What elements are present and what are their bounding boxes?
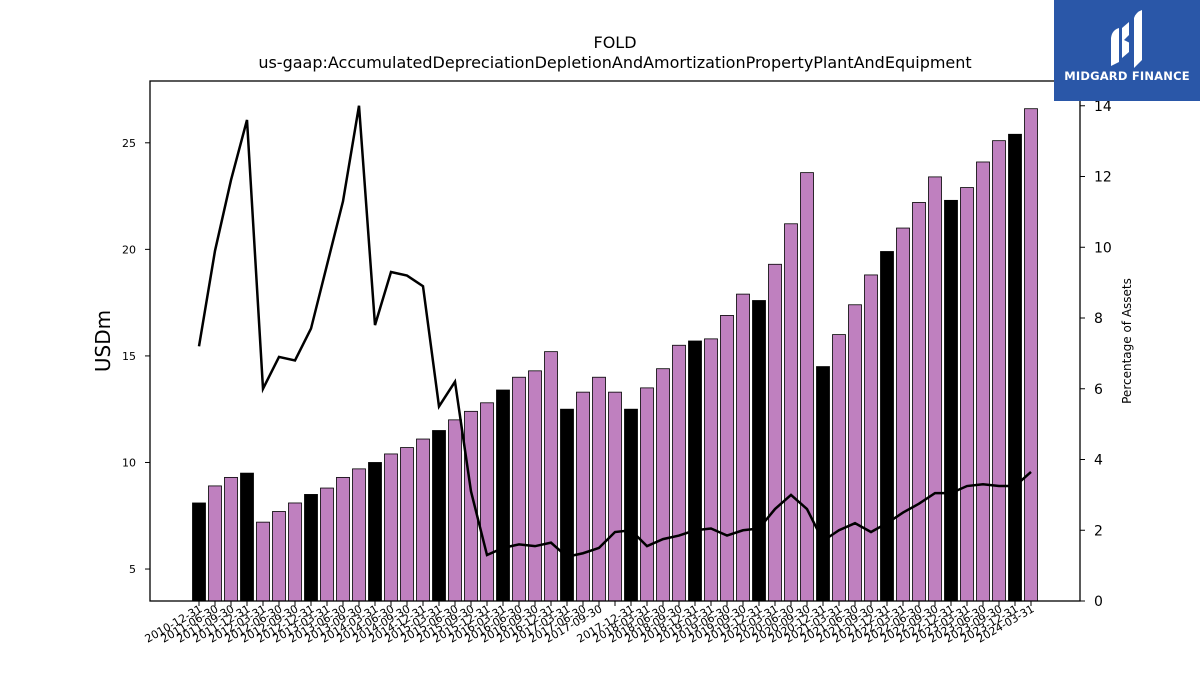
bar (288, 502, 302, 602)
bar (992, 140, 1006, 602)
y-tick-label: 20 (122, 243, 136, 256)
bar (368, 462, 382, 602)
bar (768, 263, 782, 602)
bar (592, 376, 606, 602)
bars (192, 108, 1038, 602)
bar (272, 511, 286, 602)
y2-axis: 0 2 4 6 8 10 12 14 (1080, 99, 1112, 610)
bar (576, 391, 590, 602)
bar (544, 351, 558, 602)
bar (432, 430, 446, 602)
y-tick-label: 15 (122, 350, 136, 363)
bar (672, 344, 686, 602)
y2-tick-label: 14 (1094, 99, 1112, 115)
bar (816, 366, 830, 602)
bar (976, 161, 990, 602)
logo-mark-icon (1111, 10, 1142, 68)
bar (656, 368, 670, 602)
bar (320, 487, 334, 602)
bar (720, 315, 734, 602)
bar (848, 304, 862, 602)
bar (688, 340, 702, 602)
bar (896, 227, 910, 602)
brand-logo: MIDGARD FINANCE (1054, 0, 1200, 101)
bar (944, 199, 958, 602)
bar (480, 402, 494, 602)
bar (400, 447, 414, 602)
y2-tick-label: 10 (1094, 240, 1112, 256)
y2-tick-label: 2 (1094, 523, 1103, 539)
bar (784, 223, 798, 602)
y-tick-label: 5 (129, 563, 136, 576)
pct-line-path (197, 105, 1032, 559)
bar (880, 251, 894, 602)
y-tick-label: 10 (122, 456, 136, 469)
bar (624, 408, 638, 602)
bar (336, 476, 350, 602)
bar (512, 376, 526, 602)
bar (304, 494, 318, 602)
y2-axis-label: Percentage of Assets (1120, 278, 1134, 404)
bar (640, 387, 654, 602)
bar (416, 438, 430, 602)
bar (800, 172, 814, 602)
y2-tick-label: 8 (1094, 311, 1103, 327)
bar (192, 502, 206, 602)
chart-subtitle: us-gaap:AccumulatedDepreciationDepletion… (258, 53, 971, 72)
y-axis-label: USDm (91, 310, 115, 372)
bar (496, 389, 510, 602)
bar (928, 176, 942, 602)
bar (560, 408, 574, 602)
bar (864, 274, 878, 602)
chart-title: FOLD (593, 33, 636, 52)
y-axis: 5 10 15 20 25 (122, 137, 150, 576)
bar (352, 468, 366, 602)
y2-tick-label: 4 (1094, 453, 1103, 469)
bar (528, 370, 542, 602)
bar (960, 187, 974, 602)
bar (736, 293, 750, 602)
logo-text: MIDGARD FINANCE (1064, 69, 1190, 83)
bar (752, 300, 766, 602)
bar (1024, 108, 1038, 602)
pct-line (197, 105, 1032, 559)
x-axis: 2010-12-312011-06-302011-09-302011-12-31… (143, 601, 1037, 646)
bar (832, 334, 846, 602)
bar (208, 485, 222, 602)
bar (912, 202, 926, 602)
bar (384, 453, 398, 602)
bar (256, 521, 270, 602)
bar (448, 419, 462, 602)
y2-tick-label: 6 (1094, 382, 1103, 398)
y-tick-label: 25 (122, 137, 136, 150)
bar (608, 391, 622, 602)
bar (704, 338, 718, 602)
bar (224, 476, 238, 602)
y2-tick-label: 0 (1094, 594, 1103, 610)
bar (240, 472, 254, 602)
y2-tick-label: 12 (1094, 170, 1112, 186)
bar (1008, 133, 1022, 602)
